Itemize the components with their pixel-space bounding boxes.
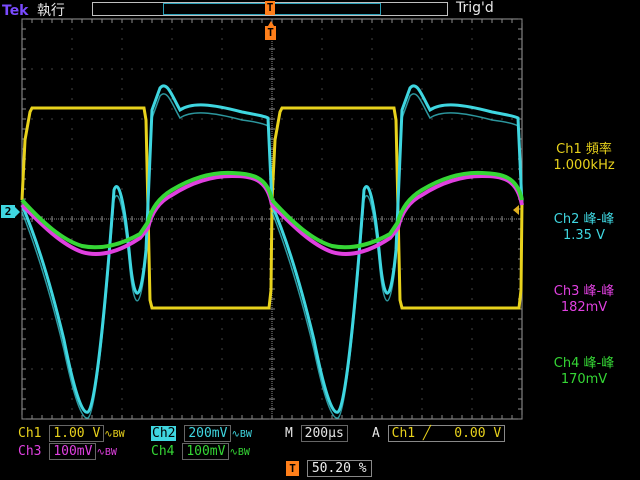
ch4-scale: 100mV: [182, 443, 230, 460]
ch2-label: Ch2: [151, 426, 177, 441]
ch4-waveform: [20, 170, 524, 250]
ch1-scale: 1.00 V: [49, 425, 105, 442]
ch1-bw-icon: ∿BW: [104, 429, 125, 440]
ch2-waveform: [20, 84, 524, 414]
trigger-prefix: A: [372, 426, 380, 441]
ch2-scale: 200mV: [184, 425, 232, 442]
ch2-waveform-persist: [21, 93, 519, 419]
timebase-readout[interactable]: M 200µs: [285, 425, 348, 442]
ch1-readout[interactable]: Ch1 1.00 V ∿BW: [18, 425, 125, 442]
time-reference-marker[interactable]: T: [265, 21, 276, 40]
trigger-position-value: 50.20 %: [306, 460, 372, 477]
settings-readout: Ch1 1.00 V ∿BW Ch2 200mV ∿BW M 200µs A Ch1…: [0, 424, 640, 480]
trigger-position-marker: T: [265, 1, 275, 15]
brand-run-state: Tek 執行: [2, 0, 65, 20]
ch3-bw-icon: ∿BW: [96, 447, 117, 458]
measurement-label: Ch2 峰-峰: [553, 212, 615, 227]
ch3-readout[interactable]: Ch3 100mV ∿BW: [18, 443, 117, 460]
trigger-slope-icon: ╱: [422, 426, 431, 441]
trigger-level-marker[interactable]: [513, 205, 519, 215]
measurement-label: Ch3 峰-峰: [553, 284, 615, 299]
ch1-waveform: [20, 106, 524, 310]
run-state: 執行: [36, 3, 65, 19]
ch2-ground-marker[interactable]: 2: [1, 205, 20, 218]
measurement-ch3-pk-pk: Ch3 峰-峰 182mV: [528, 284, 640, 316]
measurement-value: 170mV: [560, 372, 608, 387]
measurement-ch4-pk-pk: Ch4 峰-峰 170mV: [528, 356, 640, 388]
trigger-settings: Ch1 ╱ 0.00 V: [387, 425, 506, 442]
ch2-readout[interactable]: Ch2 200mV ∿BW: [151, 425, 252, 442]
trigger-readout[interactable]: A Ch1 ╱ 0.00 V: [372, 425, 506, 442]
timebase-value: 200µs: [300, 425, 348, 442]
trigger-status: Trig'd: [456, 0, 494, 16]
measurement-label: Ch4 峰-峰: [553, 356, 615, 371]
trigger-position-readout[interactable]: T 50.20 %: [286, 460, 372, 478]
ch4-bw-icon: ∿BW: [229, 447, 250, 458]
timebase-label: M: [285, 426, 293, 441]
trigger-level: 0.00 V: [454, 426, 502, 441]
measurement-ch1-frequency: Ch1 頻率 1.000kHz: [528, 142, 640, 174]
measurement-value: 182mV: [560, 300, 608, 315]
measurement-value: 1.000kHz: [553, 158, 615, 173]
ch1-label: Ch1: [18, 426, 42, 441]
ch3-label: Ch3: [18, 444, 42, 459]
ch4-label: Ch4: [151, 444, 175, 459]
brand-logo: Tek: [2, 3, 29, 19]
ch3-scale: 100mV: [49, 443, 97, 460]
status-bar: Tek 執行 T Trig'd: [0, 0, 640, 20]
ch2-bw-icon: ∿BW: [231, 429, 252, 440]
ch3-waveform: [20, 173, 524, 257]
trigger-position-icon: T: [286, 461, 299, 476]
ch4-readout[interactable]: Ch4 100mV ∿BW: [151, 443, 250, 460]
measurement-value: 1.35 V: [563, 228, 605, 243]
measurement-ch2-pk-pk: Ch2 峰-峰 1.35 V: [528, 212, 640, 244]
trigger-source: Ch1: [391, 426, 416, 441]
measurement-label: Ch1 頻率: [556, 142, 612, 157]
